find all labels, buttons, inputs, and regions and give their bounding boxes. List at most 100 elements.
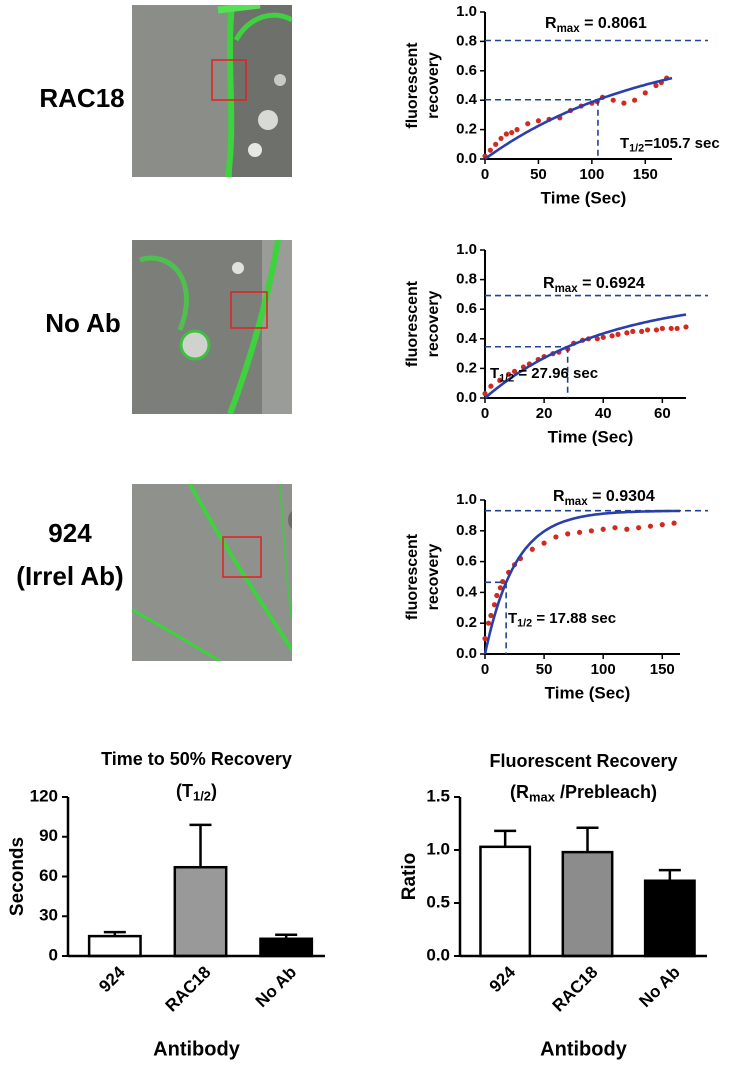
x-tick-label: 0 <box>481 661 489 678</box>
x-axis-label: Time (Sec) <box>545 683 631 702</box>
x-axis-label: Antibody <box>540 1038 628 1060</box>
text-part: R <box>543 275 555 292</box>
text-part: 17.88 <box>549 610 587 627</box>
x-tick-label: 150 <box>633 166 658 183</box>
annotation: Rmax = 0.8061 <box>545 15 647 35</box>
y-tick-label: 1.5 <box>426 786 450 805</box>
data-point <box>482 390 488 397</box>
data-point <box>497 585 503 591</box>
bar <box>87 934 142 958</box>
y-axis-label: fluorescent <box>404 42 421 129</box>
row-label: RAC18 <box>39 83 124 113</box>
y-tick-label: 0.4 <box>456 91 478 108</box>
text-part: = <box>588 488 606 505</box>
text-part: T <box>508 610 517 627</box>
y-tick-label: 0.6 <box>456 553 477 570</box>
data-point <box>553 534 559 540</box>
bar <box>561 850 614 958</box>
text-part: = <box>514 365 531 382</box>
text-part: 27.96 <box>531 365 569 382</box>
y-tick-label: 30 <box>39 906 58 925</box>
data-point <box>600 526 606 532</box>
y-tick-label: 0.0 <box>456 645 477 662</box>
annotation: T1/2 = 27.96 sec <box>490 365 598 384</box>
bar <box>643 879 696 958</box>
text-part: (T <box>176 781 193 801</box>
y-tick-label: 1.0 <box>456 3 477 20</box>
data-point <box>491 602 498 608</box>
data-point <box>514 127 520 133</box>
text-part: ) <box>211 781 217 801</box>
x-tick-label: 60 <box>654 405 671 422</box>
x-axis-label: Time (Sec) <box>548 427 634 446</box>
y-tick-label: 0.0 <box>426 945 450 964</box>
data-point <box>509 129 515 136</box>
y-axis-label: recovery <box>425 291 442 358</box>
y-tick-label: 0.6 <box>456 300 477 317</box>
data-point <box>541 540 547 546</box>
bar <box>259 937 314 958</box>
y-axis-label: recovery <box>425 544 442 611</box>
x-tick-label: 150 <box>650 661 675 678</box>
data-point <box>500 579 506 585</box>
y-axis-label: Seconds <box>7 837 28 916</box>
y-tick-label: 0 <box>49 945 58 964</box>
data-point <box>565 531 571 537</box>
data-point <box>615 331 621 337</box>
micrograph <box>132 240 292 414</box>
text-part: sec <box>691 135 720 152</box>
x-tick-label: 0 <box>481 166 489 183</box>
y-tick-label: 0.8 <box>456 32 477 49</box>
text-part: /Prebleach) <box>555 782 657 802</box>
data-point <box>653 327 660 333</box>
data-point <box>487 147 493 153</box>
data-point <box>647 523 654 529</box>
y-tick-label: 1.0 <box>456 241 477 258</box>
y-tick-label: 0.8 <box>456 271 477 288</box>
text-part: 1/2 <box>499 372 514 384</box>
text-part: max <box>557 23 581 35</box>
y-axis-label: Ratio <box>399 853 420 901</box>
data-point <box>588 528 594 534</box>
y-tick-label: 0.2 <box>456 121 477 138</box>
row-label: (Irrel Ab) <box>16 561 123 591</box>
y-tick-label: 0.5 <box>426 892 450 911</box>
x-tick-label: 50 <box>536 661 553 678</box>
fit-curve <box>483 509 680 655</box>
x-tick-label: 924 <box>95 962 129 996</box>
y-tick-label: 0.2 <box>456 359 477 376</box>
text-part: R <box>553 488 565 505</box>
data-point <box>674 325 680 332</box>
data-point <box>482 636 488 642</box>
text-part: sec <box>587 610 616 627</box>
fit-curve <box>484 313 687 400</box>
y-axis-label: recovery <box>425 52 442 119</box>
x-tick-label: 20 <box>536 405 553 422</box>
data-point <box>659 522 665 528</box>
text-part: T <box>490 365 499 382</box>
data-point <box>683 324 689 330</box>
data-point <box>636 525 642 531</box>
data-point <box>653 82 659 89</box>
micrograph <box>132 5 292 177</box>
y-tick-label: 0.2 <box>456 614 477 631</box>
text-part: = <box>532 610 549 627</box>
x-tick-label: No Ab <box>635 963 683 1011</box>
y-axis-label: fluorescent <box>404 280 421 367</box>
data-point <box>642 90 648 96</box>
data-point <box>535 118 542 124</box>
fit-curve <box>484 76 673 161</box>
x-tick-label: 50 <box>530 166 547 183</box>
text-part: 105.7 <box>653 135 691 152</box>
text-part: max <box>555 283 579 295</box>
x-tick-label: 0 <box>481 405 489 422</box>
data-point <box>621 100 627 106</box>
row-label: 924 <box>48 518 92 548</box>
data-point <box>529 546 535 552</box>
text-part: 0.6924 <box>596 275 645 292</box>
data-point <box>610 97 616 103</box>
data-point <box>493 141 499 147</box>
data-point <box>594 336 600 342</box>
chart-title: Fluorescent Recovery <box>489 751 677 771</box>
